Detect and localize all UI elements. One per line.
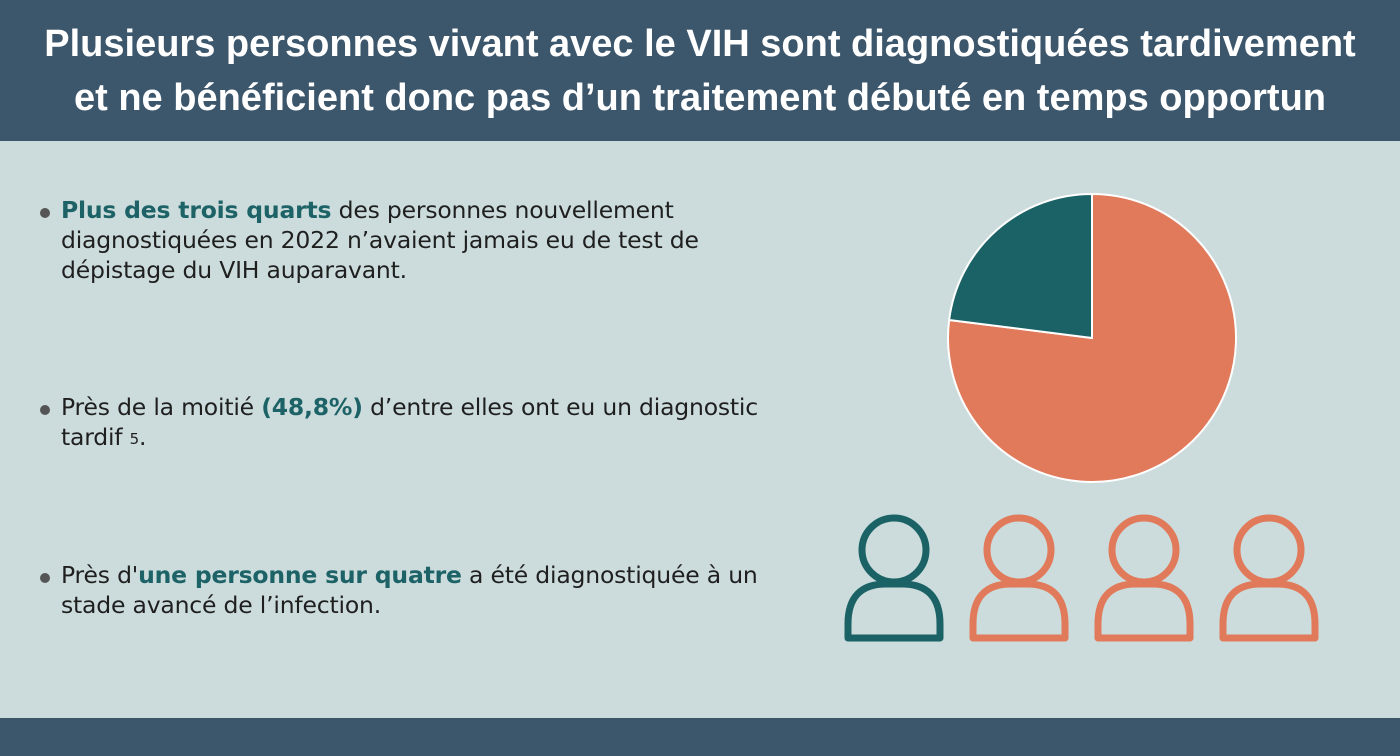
bullet-advanced-stage: Près d'une personne sur quatre a été dia… [40, 560, 781, 620]
person-body [1094, 580, 1194, 642]
bullet-text-post: d’entre elles ont eu un diagnostic tardi… [61, 393, 758, 451]
footer-bar [0, 718, 1400, 756]
bullet-highlight: (48,8%) [261, 393, 363, 421]
person-icon [1219, 514, 1319, 642]
people-icon-row [844, 514, 1319, 642]
page-title: Plusieurs personnes vivant avec le VIH s… [44, 17, 1355, 125]
person-body [1219, 580, 1319, 642]
bullet-highlight: Plus des trois quarts [61, 196, 332, 224]
person-body [969, 580, 1069, 642]
bullet-dot-icon [40, 405, 50, 415]
person-head [858, 514, 930, 586]
bullet-highlight: une personne sur quatre [138, 561, 462, 589]
bullet-text-post: a été diagnostiquée à un stade avancé de… [61, 561, 758, 619]
bullet-late-diagnosis: Près de la moitié (48,8%) d’entre elles … [40, 392, 781, 454]
person-body [844, 580, 944, 642]
bullet-never-tested: Plus des trois quarts des personnes nouv… [40, 195, 781, 285]
person-icon [969, 514, 1069, 642]
person-head [1108, 514, 1180, 586]
person-icon [844, 514, 944, 642]
footnote-reference: 5 [129, 430, 140, 448]
person-icon [1094, 514, 1194, 642]
pie-slice-0 [947, 192, 1237, 483]
bullet-text-pre: Près d' [61, 561, 139, 589]
bullet-dot-icon [40, 573, 50, 583]
person-head [983, 514, 1055, 586]
bullet-text-pre: Près de la moitié [61, 393, 262, 421]
title-line-1: Plusieurs personnes vivant avec le VIH s… [44, 22, 1356, 65]
bullet-text-end: . [139, 423, 147, 451]
bullet-dot-icon [40, 208, 50, 218]
pie-chart [947, 192, 1237, 483]
header-banner: Plusieurs personnes vivant avec le VIH s… [0, 0, 1400, 141]
pie-slice-1 [948, 192, 1093, 340]
person-head [1233, 514, 1305, 586]
title-line-2: et ne bénéficient donc pas d’un traiteme… [74, 76, 1326, 119]
bullet-text: des personnes nouvellement diagnostiquée… [61, 196, 699, 284]
